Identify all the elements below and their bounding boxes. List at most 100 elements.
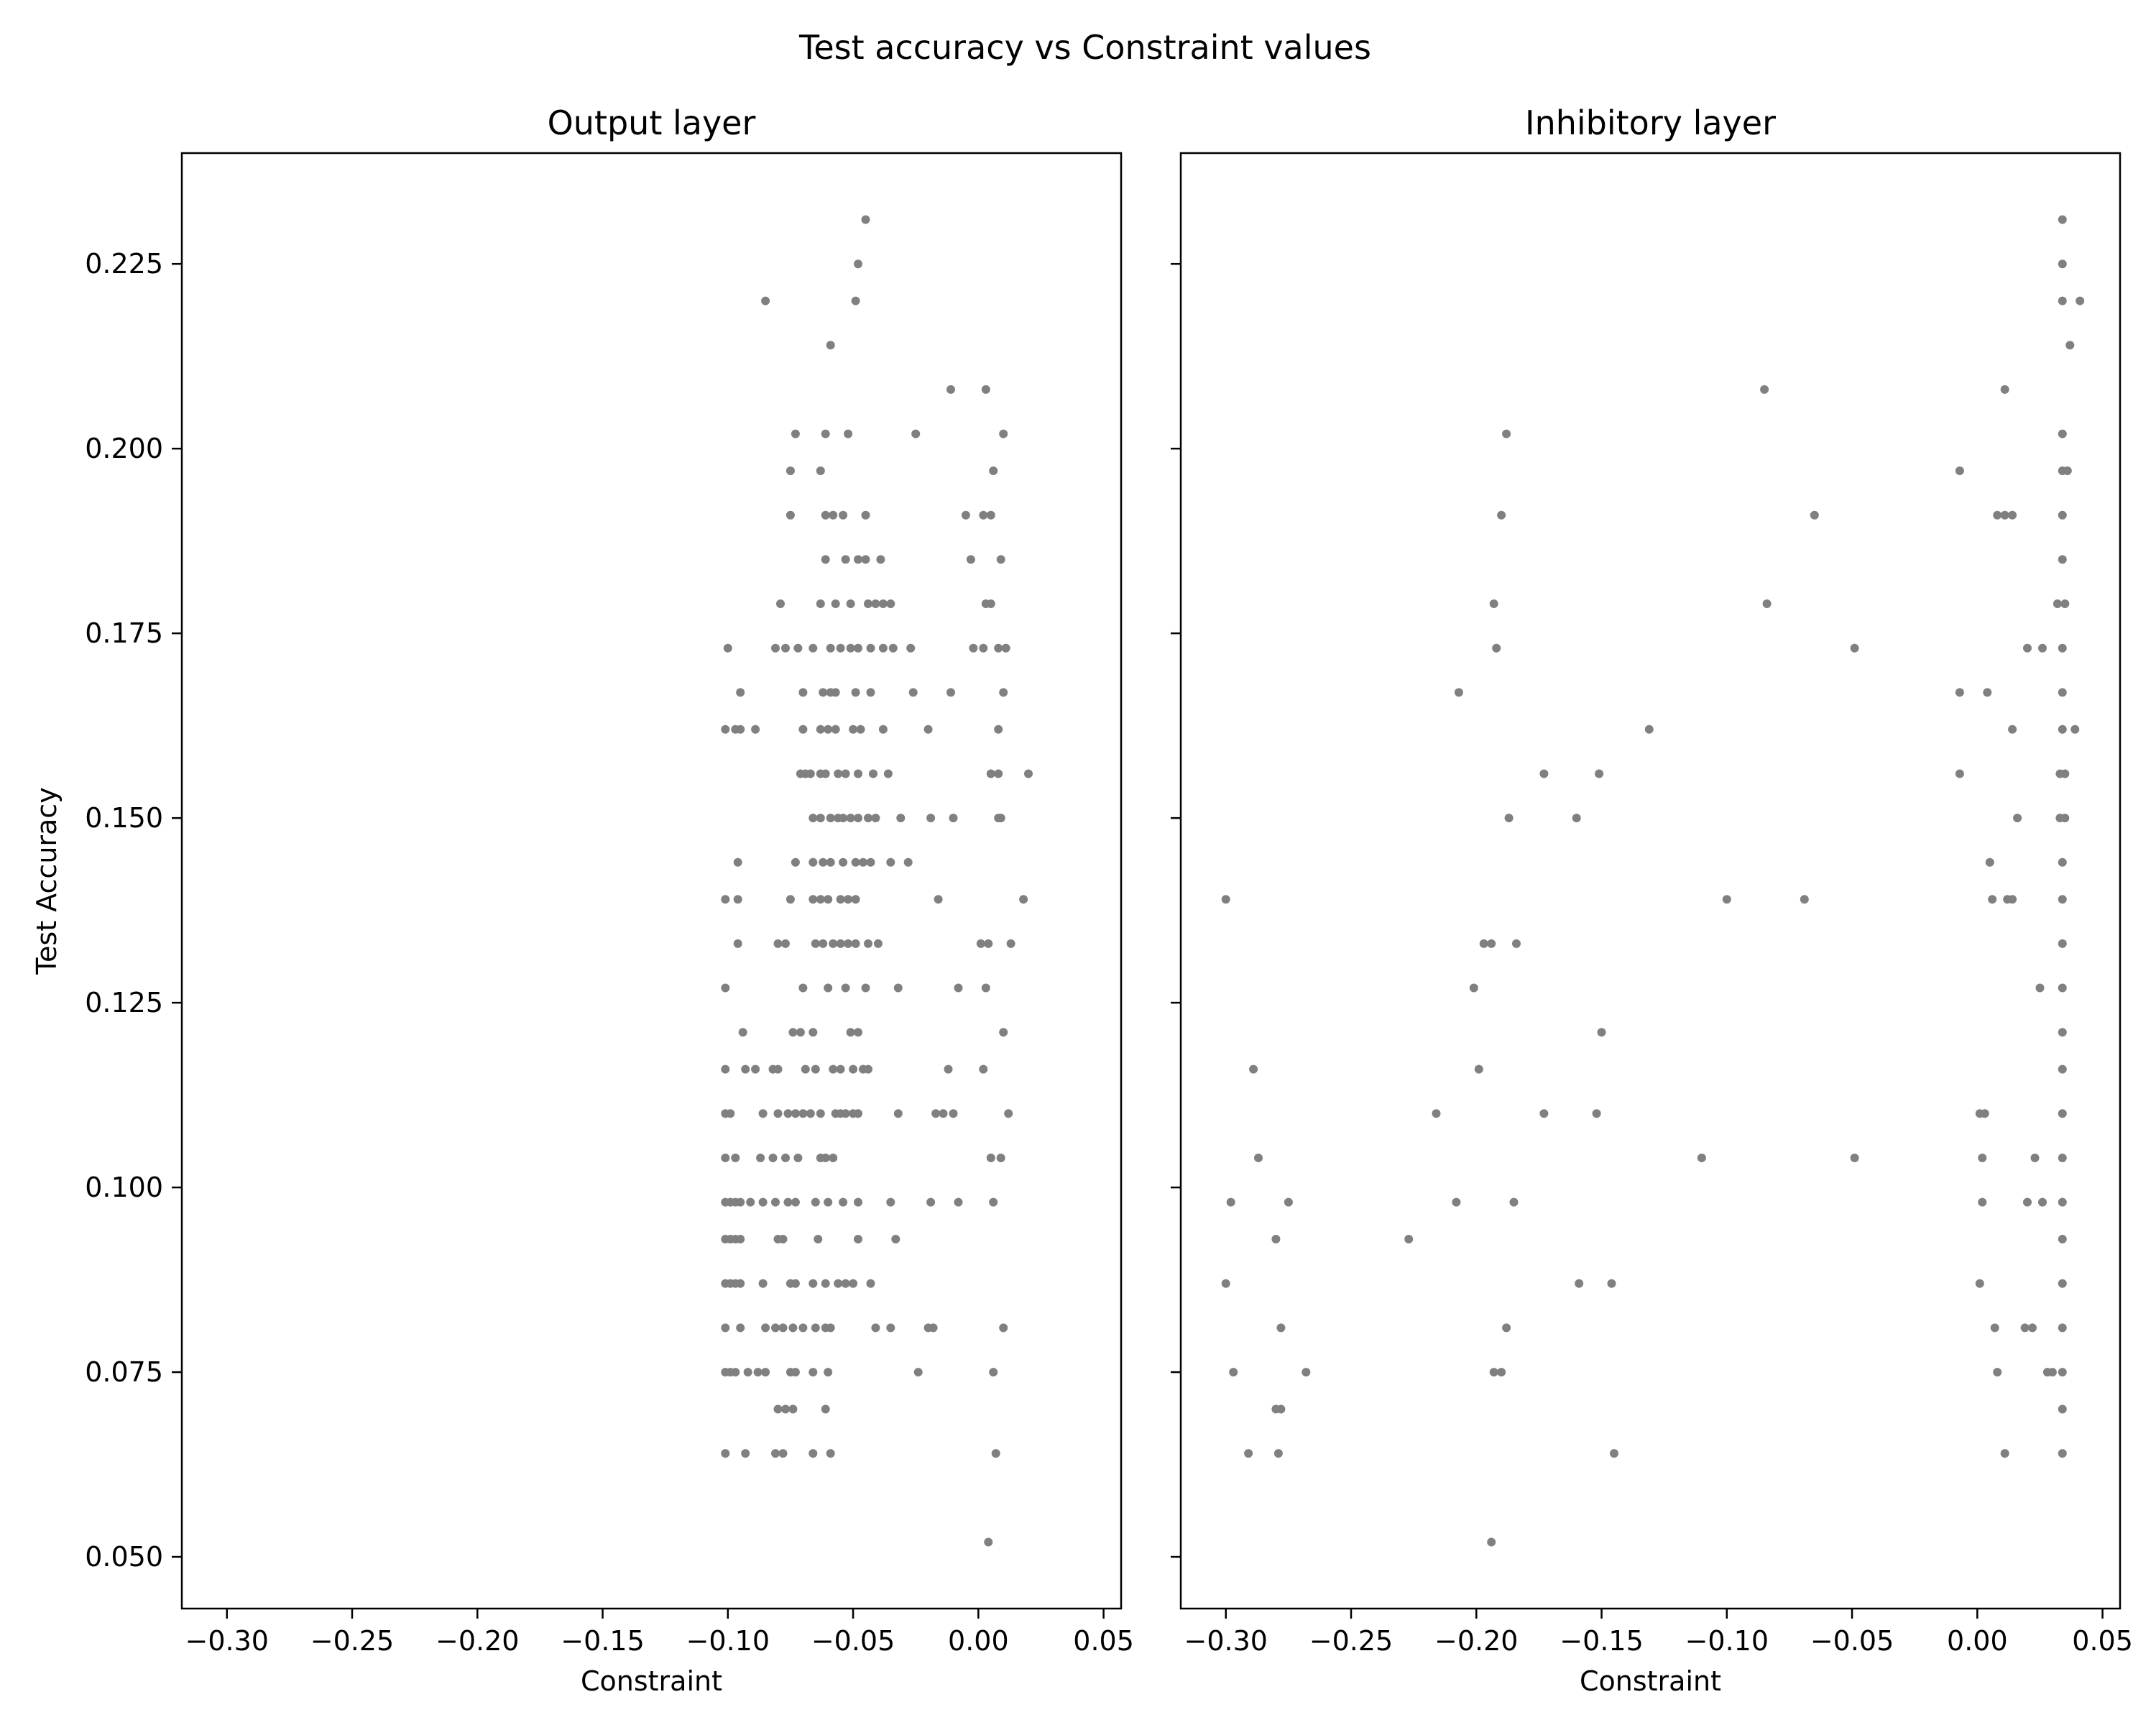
data-point <box>1249 1064 1258 1074</box>
data-point <box>931 1109 941 1118</box>
data-point <box>989 1197 998 1207</box>
data-point <box>839 814 848 823</box>
data-point <box>811 1197 820 1207</box>
data-point <box>2013 814 2022 823</box>
data-point <box>798 724 808 734</box>
data-point <box>871 814 880 823</box>
data-point <box>926 814 936 823</box>
data-point <box>944 1064 953 1074</box>
data-point <box>791 1197 800 1207</box>
data-point <box>861 215 870 224</box>
figure-title: Test accuracy vs Constraint values <box>798 28 1371 67</box>
data-point <box>721 895 730 904</box>
data-point <box>844 939 853 948</box>
data-point <box>994 724 1003 734</box>
data-point <box>1572 814 1581 823</box>
data-point <box>1302 1368 1311 1377</box>
data-point <box>849 1279 858 1288</box>
data-point <box>1019 895 1028 904</box>
data-point <box>1644 724 1654 734</box>
data-point <box>979 510 988 520</box>
data-point <box>1276 1323 1286 1333</box>
data-point <box>741 1064 750 1074</box>
y-tick-label: 0.175 <box>85 617 163 649</box>
data-point <box>1271 1235 1281 1243</box>
data-point <box>736 688 745 697</box>
data-point <box>736 1197 745 1207</box>
data-point <box>721 983 730 993</box>
data-point <box>1810 510 1819 520</box>
y-tick-label: 0.125 <box>85 987 163 1018</box>
data-point <box>986 1154 995 1162</box>
data-point <box>1273 1449 1283 1458</box>
x-tick-label: −0.15 <box>1560 1625 1643 1657</box>
data-point <box>721 1323 730 1333</box>
data-point <box>826 814 835 823</box>
data-point <box>2058 555 2067 564</box>
data-point <box>783 1109 793 1118</box>
data-point <box>986 769 995 778</box>
data-point <box>866 643 875 653</box>
data-point <box>1978 1197 1987 1207</box>
data-point <box>981 983 990 993</box>
data-point <box>2060 814 2070 823</box>
data-point <box>786 466 795 475</box>
x-tick-label: −0.25 <box>1309 1625 1393 1657</box>
data-point <box>1024 769 1033 778</box>
data-point <box>1487 939 1496 948</box>
data-point <box>1487 1537 1496 1547</box>
data-point <box>2058 1197 2067 1207</box>
data-point <box>2053 599 2062 608</box>
data-point <box>781 643 790 653</box>
data-point <box>798 1323 808 1333</box>
data-point <box>913 1368 923 1377</box>
data-point <box>791 1109 800 1118</box>
x-tick-label: 0.00 <box>948 1625 1009 1657</box>
data-point <box>854 814 862 823</box>
data-point <box>1229 1368 1238 1377</box>
data-point <box>2008 510 2017 520</box>
panel1-x-axis-label: Constraint <box>1580 1665 1721 1697</box>
data-point <box>808 643 818 653</box>
data-point <box>841 1109 850 1118</box>
data-point <box>2058 939 2067 948</box>
data-point <box>1244 1449 1253 1458</box>
data-point <box>949 1109 958 1118</box>
data-point <box>969 643 978 653</box>
data-point <box>1697 1154 1706 1162</box>
data-point <box>824 1197 833 1207</box>
panel0-title: Output layer <box>548 104 756 142</box>
data-point <box>994 643 1003 653</box>
data-point <box>954 1197 963 1207</box>
data-point <box>811 939 820 948</box>
data-point <box>2023 643 2032 653</box>
data-point <box>2058 1028 2067 1037</box>
data-point <box>1985 857 1994 867</box>
data-point <box>871 1323 880 1333</box>
data-point <box>883 769 893 778</box>
data-point <box>939 1109 948 1118</box>
data-point <box>836 895 845 904</box>
data-point <box>826 341 835 350</box>
x-tick-label: −0.20 <box>1434 1625 1518 1657</box>
data-point <box>793 1154 803 1162</box>
panel0-axes-frame <box>180 152 1123 1610</box>
panel0-x-axis-label: Constraint <box>581 1665 722 1697</box>
data-point <box>771 1449 780 1458</box>
data-point <box>743 1368 752 1377</box>
data-point <box>886 1197 895 1207</box>
data-point <box>1469 983 1478 993</box>
data-point <box>1762 599 1772 608</box>
data-point <box>1597 1028 1606 1037</box>
data-point <box>791 857 800 867</box>
data-point <box>851 296 860 305</box>
data-point <box>1221 895 1230 904</box>
x-tick-label: −0.30 <box>1184 1625 1268 1657</box>
data-point <box>1955 466 1964 475</box>
data-point <box>826 1449 835 1458</box>
data-point <box>758 1279 768 1288</box>
data-point <box>761 1323 770 1333</box>
data-point <box>771 1197 780 1207</box>
data-point <box>861 555 870 564</box>
data-point <box>1760 385 1769 394</box>
